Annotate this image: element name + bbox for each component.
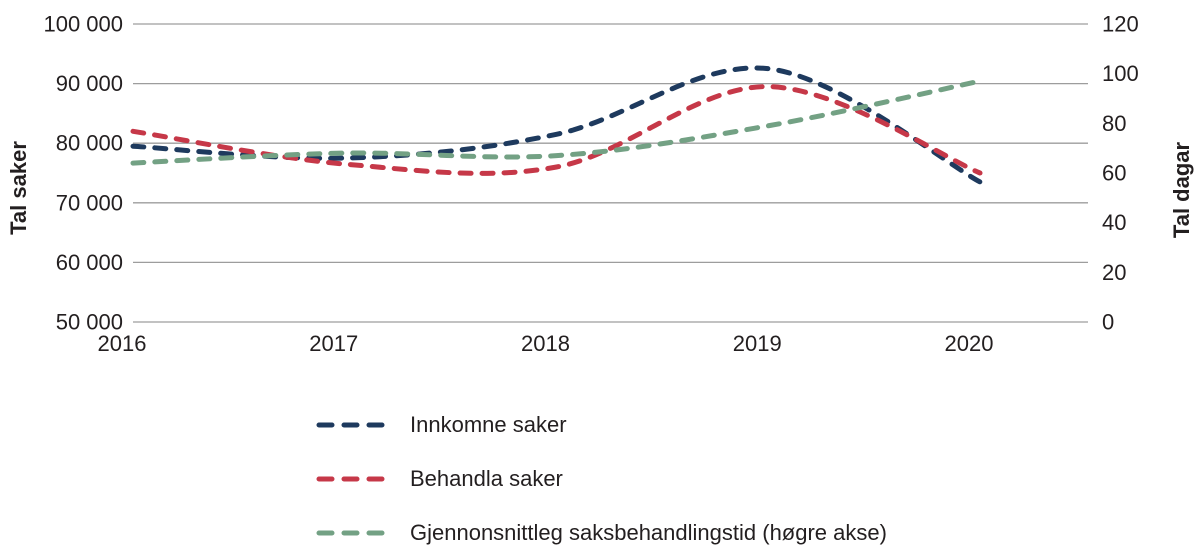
legend-dash-sample — [316, 422, 394, 428]
series-line-behandla-saker — [130, 84, 983, 176]
left-axis-tick-label: 90 000 — [56, 71, 123, 96]
x-axis-tick-label: 2019 — [733, 331, 782, 356]
series-lines — [130, 65, 983, 185]
right-axis-tick-label: 120 — [1102, 12, 1139, 37]
legend-dash-sample — [316, 530, 394, 536]
right-axis-tick-label: 20 — [1102, 260, 1126, 285]
x-axis-tick-label: 2018 — [521, 331, 570, 356]
gridlines — [133, 23, 1088, 323]
legend-label: Innkomne saker — [410, 412, 567, 437]
series-line-gjennonsnittleg-saksbehandlingstid-h-gre-akse — [130, 78, 983, 166]
legend-label: Behandla saker — [410, 466, 563, 491]
left-axis-ticks: 100 000 90 000 80 000 70 000 60 000 50 000 — [43, 12, 123, 335]
left-axis-tick-label: 100 000 — [43, 12, 123, 37]
legend-item-innkomne-saker: Innkomne saker — [316, 398, 887, 452]
right-axis-tick-label: 100 — [1102, 61, 1139, 86]
right-axis-tick-label: 0 — [1102, 310, 1114, 335]
legend-item-saksbehandlingstid: Gjennonsnittleg saksbehandlingstid (høgr… — [316, 506, 887, 558]
right-axis-tick-label: 80 — [1102, 111, 1126, 136]
x-axis-tick-label: 2017 — [309, 331, 358, 356]
x-axis-tick-label: 2016 — [98, 331, 147, 356]
left-axis-tick-label: 70 000 — [56, 190, 123, 215]
right-axis-tick-label: 60 — [1102, 161, 1126, 186]
right-axis-tick-label: 40 — [1102, 210, 1126, 235]
left-axis-tick-label: 50 000 — [56, 310, 123, 335]
legend-item-behandla-saker: Behandla saker — [316, 452, 887, 506]
right-axis-title: Tal dagar — [1169, 141, 1194, 239]
chart-legend: Innkomne saker Behandla saker Gjennonsni… — [316, 398, 887, 558]
x-axis-tick-label: 2020 — [945, 331, 994, 356]
left-axis-tick-label: 80 000 — [56, 131, 123, 156]
x-axis-ticks: 2016 2017 2018 2019 2020 — [98, 331, 994, 356]
right-axis-ticks: 120 100 80 60 40 20 0 — [1102, 12, 1139, 335]
left-axis-tick-label: 60 000 — [56, 250, 123, 275]
line-chart: 100 000 90 000 80 000 70 000 60 000 50 000 120… — [43, 12, 1139, 357]
legend-dash-sample — [316, 476, 394, 482]
legend-label: Gjennonsnittleg saksbehandlingstid (høgr… — [410, 520, 887, 545]
